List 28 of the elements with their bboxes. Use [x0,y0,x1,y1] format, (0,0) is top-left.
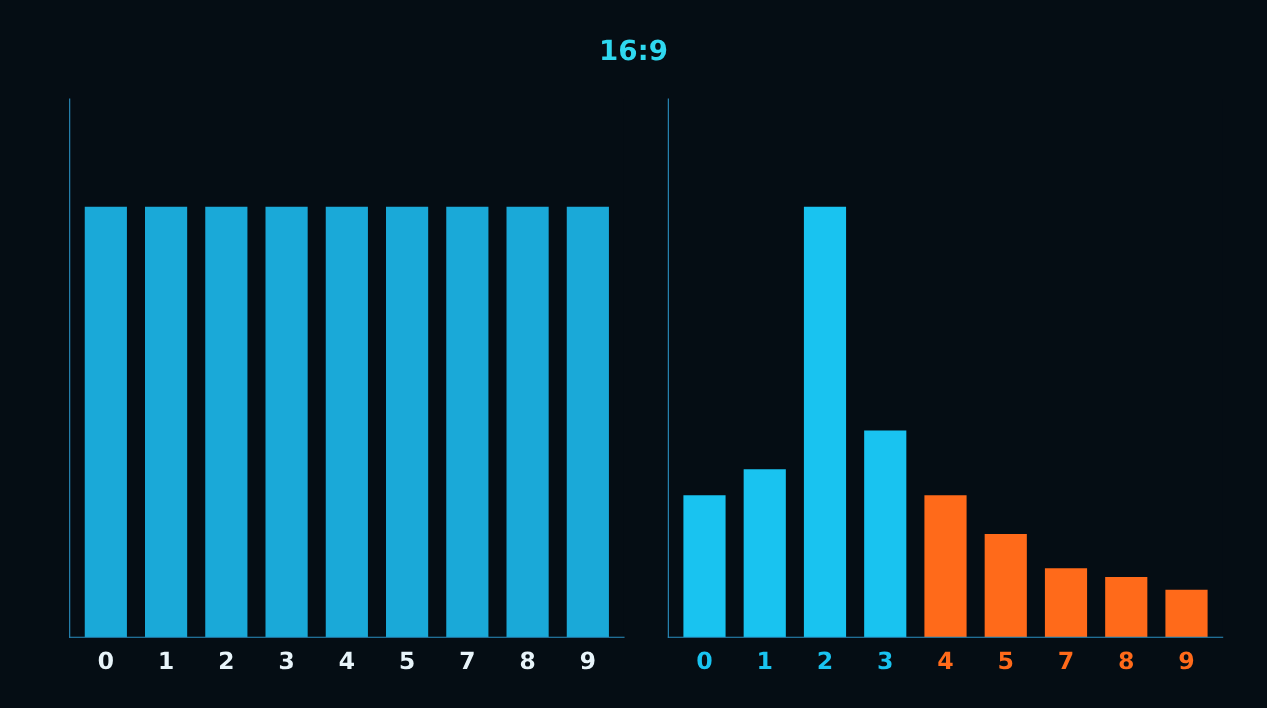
bar [984,533,1027,638]
x-tick-label: 4 [339,651,354,670]
x-tick-label: 0 [98,651,113,670]
bar [743,469,786,638]
bar [864,430,907,638]
x-tick-label: 8 [520,651,535,670]
bar [924,495,967,638]
bar [803,206,847,638]
x-tick-label: 9 [1179,651,1194,670]
x-tick-label: 8 [1119,651,1133,670]
x-tick-label: 0 [697,651,712,670]
x-tick-label: 1 [160,651,173,670]
bar [1165,589,1208,638]
x-tick-label: 2 [818,651,832,670]
x-tick-label: 2 [219,651,233,670]
x-tick-label: 3 [279,651,293,670]
bar [1044,568,1088,638]
x-tick-label: 1 [759,651,772,670]
x-tick-label: 7 [1059,651,1073,670]
chart-title: 16:9 [602,39,667,61]
x-tick-label: 9 [580,651,595,670]
x-tick-label: 3 [878,651,892,670]
x-tick-label: 5 [400,651,414,670]
bar [1105,576,1148,638]
x-tick-label: 7 [460,651,474,670]
x-tick-label: 4 [938,651,953,670]
bar [683,495,726,638]
x-tick-label: 5 [999,651,1013,670]
